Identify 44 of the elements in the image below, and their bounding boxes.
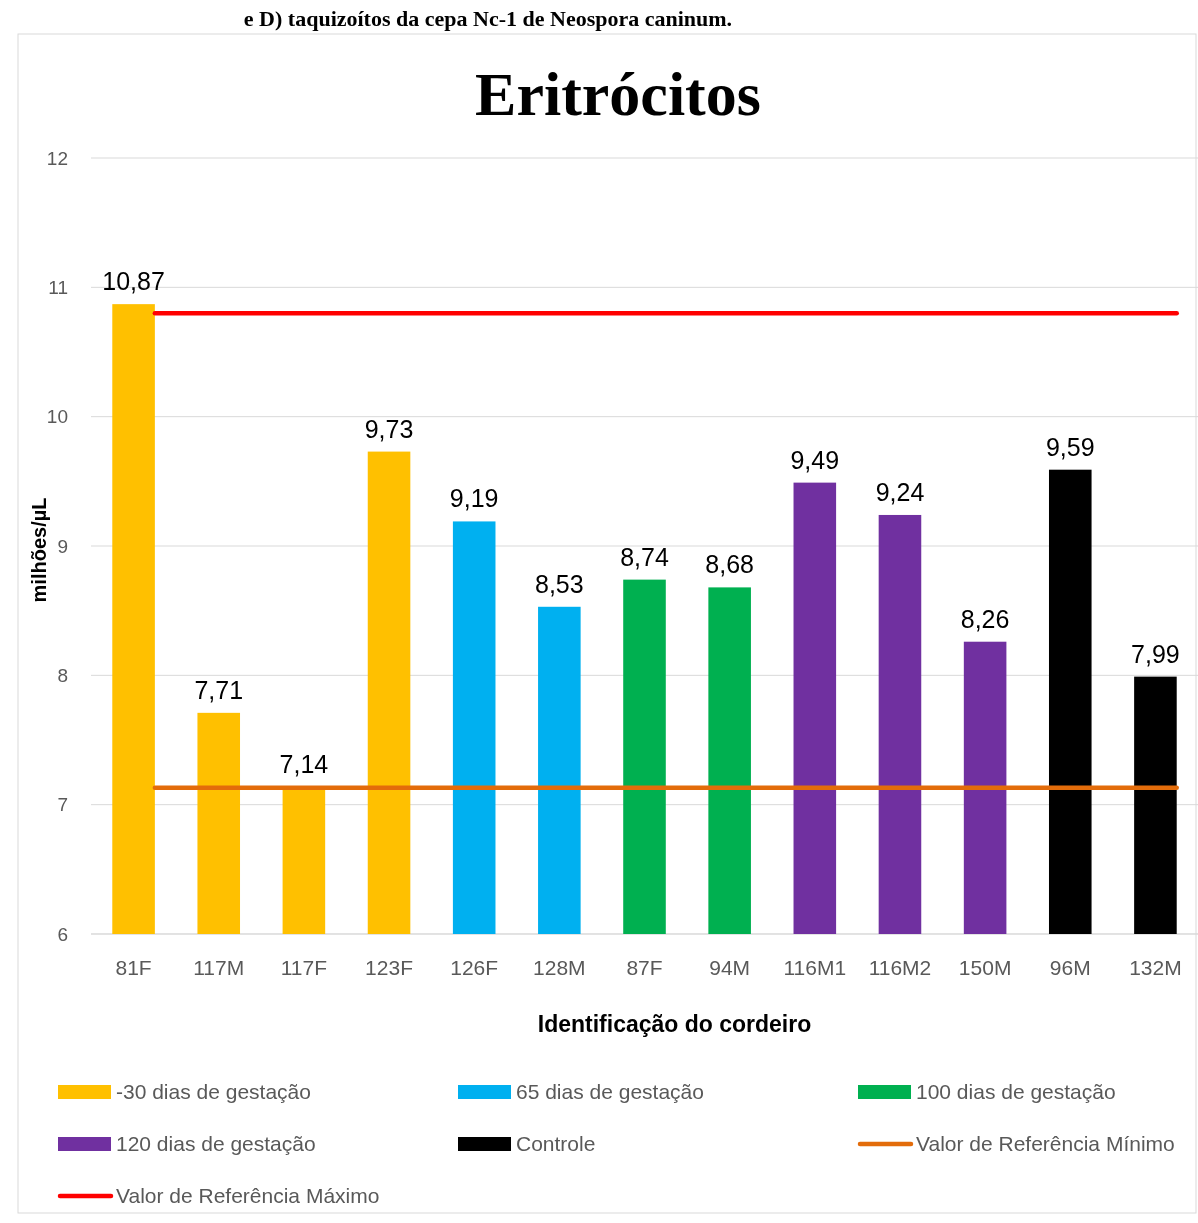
y-tick-label: 10 xyxy=(46,406,68,428)
legend-label: Controle xyxy=(516,1132,596,1156)
chart-title: Eritrócitos xyxy=(475,60,761,128)
data-label: 7,99 xyxy=(1131,639,1180,668)
data-label: 9,19 xyxy=(449,484,499,513)
data-label: 7,71 xyxy=(194,675,244,704)
legend-label: -30 dias de gestação xyxy=(116,1080,311,1104)
data-label: 9,24 xyxy=(875,477,925,506)
legend-label: Valor de Referência Mínimo xyxy=(916,1132,1175,1156)
x-tick-label: 117F xyxy=(280,956,328,979)
x-tick-label: 128M xyxy=(533,956,586,979)
x-tick-label: 116M1 xyxy=(783,956,847,979)
x-tick-label: 126F xyxy=(450,956,499,979)
y-tick-label: 6 xyxy=(57,923,68,945)
y-axis-title: milhões/µL xyxy=(28,497,50,603)
text: e D) taquizoítos da cepa Nc-1 de Neospora caninum. xyxy=(243,6,733,31)
x-axis-title: Identificação do cordeiro xyxy=(537,1011,812,1037)
x-tick-label: 81F xyxy=(115,956,152,979)
legend-label: 120 dias de gestação xyxy=(116,1132,316,1156)
legend-label: 100 dias de gestação xyxy=(916,1080,1116,1104)
y-tick-label: 11 xyxy=(48,276,68,298)
x-tick-label: 116M2 xyxy=(868,956,932,979)
y-tick-label: 7 xyxy=(57,794,68,816)
legend-label: Valor de Referência Máximo xyxy=(116,1184,380,1208)
x-tick-label: 96M xyxy=(1049,956,1091,979)
x-tick-label: 132M xyxy=(1129,956,1182,979)
x-tick-label: 117M xyxy=(193,956,245,979)
y-tick-label: 8 xyxy=(57,664,68,686)
x-tick-label: 87F xyxy=(626,956,663,979)
y-tick-label: 12 xyxy=(46,147,68,169)
data-label: 9,59 xyxy=(1045,432,1095,461)
data-label: 8,74 xyxy=(620,542,669,571)
x-tick-label: 150M xyxy=(958,956,1012,979)
data-label: 9,73 xyxy=(364,414,414,443)
data-label: 8,68 xyxy=(705,550,754,579)
data-label: 7,14 xyxy=(279,749,329,778)
x-tick-label: 94M xyxy=(709,956,751,979)
x-tick-label: 123F xyxy=(365,956,413,979)
legend-label: 65 dias de gestação xyxy=(516,1080,704,1104)
y-tick-label: 9 xyxy=(57,535,68,557)
data-label: 9,49 xyxy=(790,445,840,474)
data-label: 8,26 xyxy=(960,604,1010,633)
data-label: 8,53 xyxy=(535,569,584,598)
data-label: 10,87 xyxy=(102,267,165,296)
